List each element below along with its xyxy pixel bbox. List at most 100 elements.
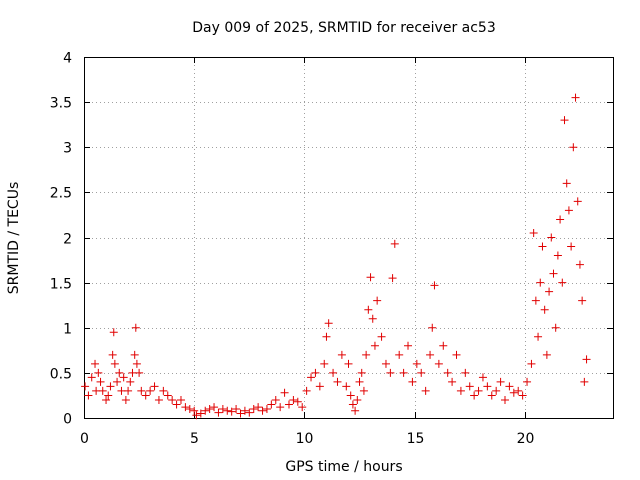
data-point [505, 382, 514, 391]
data-point [280, 388, 289, 397]
data-point [553, 251, 562, 260]
data-point [362, 350, 371, 359]
data-point [218, 404, 227, 413]
data-point [320, 359, 329, 368]
data-point [534, 332, 543, 341]
data-point [115, 368, 124, 377]
data-point [289, 395, 298, 404]
data-point [412, 359, 421, 368]
series-srmtid [81, 93, 591, 420]
data-point [329, 368, 338, 377]
chart-title: Day 009 of 2025, SRMTID for receiver ac5… [192, 20, 496, 36]
data-point [130, 350, 139, 359]
data-point [439, 341, 448, 350]
data-point [196, 409, 205, 418]
data-point [390, 239, 399, 248]
data-point [113, 377, 122, 386]
x-tick-label: 5 [190, 431, 199, 447]
data-point [104, 391, 113, 400]
x-tick-label: 0 [80, 431, 89, 447]
data-point [470, 391, 479, 400]
data-point [448, 377, 457, 386]
data-point [474, 386, 483, 395]
data-point [159, 386, 168, 395]
data-point [121, 395, 130, 404]
data-point [404, 341, 413, 350]
data-point [315, 382, 324, 391]
data-point [465, 382, 474, 391]
data-point [190, 406, 199, 415]
data-point [271, 395, 280, 404]
data-point [293, 397, 302, 406]
data-point [333, 377, 342, 386]
data-point [98, 386, 107, 395]
data-point [154, 395, 163, 404]
data-point [483, 382, 492, 391]
y-tick-label: 1.5 [50, 277, 72, 293]
data-point [348, 400, 357, 409]
data-point [337, 350, 346, 359]
data-point [131, 323, 140, 332]
data-point [223, 406, 232, 415]
ticks-layer: 0 0.5 1 1.5 2 2.5 3 3.5 4 0 5 10 15 20 [50, 51, 613, 447]
data-point [492, 386, 501, 395]
data-point [540, 305, 549, 314]
data-point [370, 341, 379, 350]
data-point [324, 319, 333, 328]
data-point [150, 382, 159, 391]
data-point [573, 197, 582, 206]
data-point [87, 373, 96, 382]
data-point [132, 359, 141, 368]
data-point [567, 242, 576, 251]
data-point [421, 386, 430, 395]
data-point [284, 400, 293, 409]
data-point [578, 296, 587, 305]
data-point [168, 395, 177, 404]
data-point [536, 278, 545, 287]
data-point [192, 411, 201, 420]
data-point [357, 368, 366, 377]
data-point [500, 395, 509, 404]
data-point [346, 391, 355, 400]
data-point [395, 350, 404, 359]
data-point [452, 350, 461, 359]
data-point [108, 350, 117, 359]
data-point [91, 359, 100, 368]
data-point [267, 400, 276, 409]
data-point [344, 359, 353, 368]
data-point [509, 388, 518, 397]
data-point [408, 377, 417, 386]
data-point [236, 409, 245, 418]
data-point [205, 404, 214, 413]
data-point [560, 116, 569, 125]
data-point [478, 373, 487, 382]
x-tick-label: 20 [517, 431, 535, 447]
data-point [368, 314, 377, 323]
data-point [359, 386, 368, 395]
data-point [545, 287, 554, 296]
data-point [124, 386, 133, 395]
data-point [366, 273, 375, 282]
y-tick-label: 4 [63, 51, 72, 67]
data-point [496, 377, 505, 386]
data-point [249, 404, 258, 413]
data-point [426, 350, 435, 359]
data-point [434, 359, 443, 368]
data-point [547, 233, 556, 242]
data-point [580, 377, 589, 386]
data-point [240, 406, 249, 415]
data-point [538, 242, 547, 251]
data-point [549, 269, 558, 278]
data-point [96, 377, 105, 386]
data-point [298, 403, 307, 412]
data-point [119, 373, 128, 382]
data-point [163, 391, 172, 400]
y-axis-label: SRMTID / TECUs [6, 182, 22, 295]
data-point [214, 408, 223, 417]
data-point [322, 332, 331, 341]
y-tick-label: 1 [63, 322, 72, 338]
data-point [110, 359, 119, 368]
data-point [571, 93, 580, 102]
data-point [364, 305, 373, 314]
